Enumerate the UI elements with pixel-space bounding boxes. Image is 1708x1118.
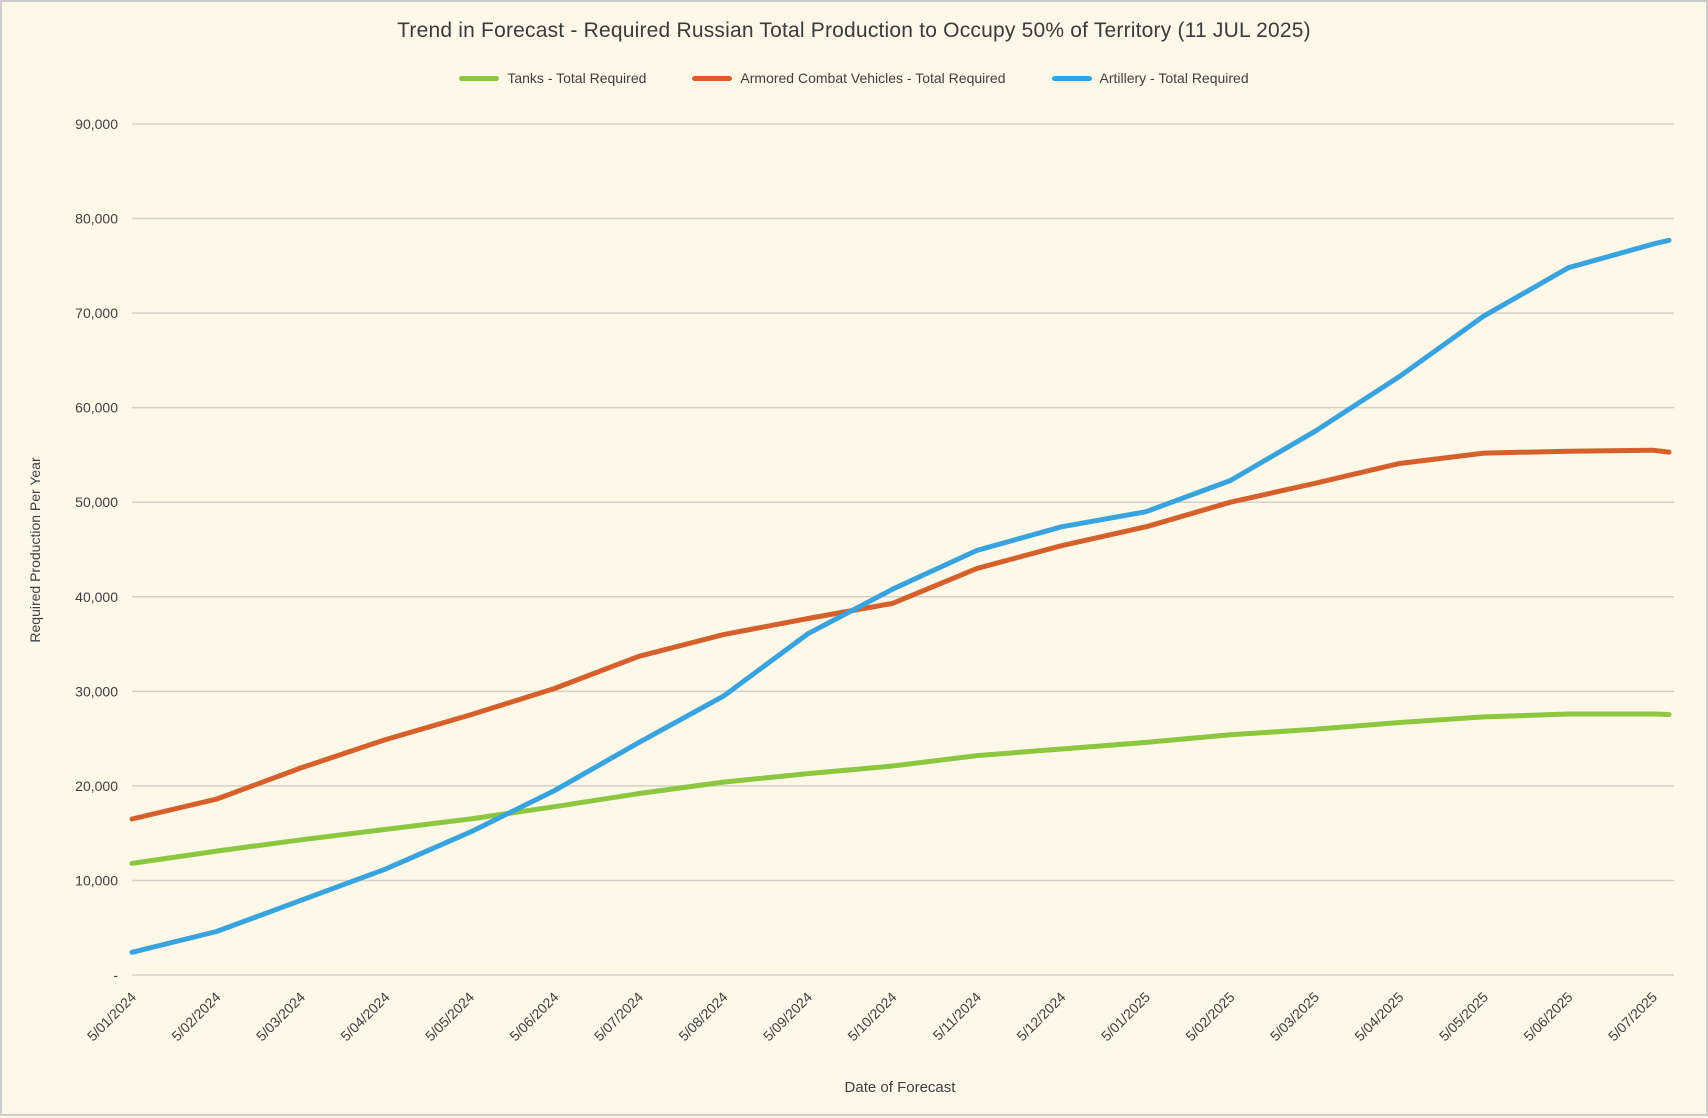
series-line-0 [129,711,1672,866]
legend-label-artillery: Artillery - Total Required [1099,70,1249,86]
legend-label-tanks: Tanks - Total Required [507,70,647,86]
x-tick-label: 5/01/2025 [1098,989,1154,1045]
artillery-series-swatch [1051,75,1092,81]
x-tick-label: 5/02/2025 [1182,989,1238,1045]
tanks-series-swatch [459,75,500,81]
x-tick-label: 5/07/2025 [1605,989,1661,1045]
series-line-2 [129,237,1672,955]
x-tick-label: 5/11/2024 [929,989,984,1044]
x-tick-label: 5/03/2025 [1267,989,1323,1045]
x-tick-label: 5/07/2024 [591,989,647,1045]
x-tick-label: 5/03/2024 [253,989,309,1045]
legend-label-armored-combat-vehicles: Armored Combat Vehicles - Total Required [740,70,1006,86]
y-tick-label: 60,000 [75,400,118,416]
x-tick-label: 5/02/2024 [168,989,224,1045]
y-tick-label: 80,000 [75,211,118,227]
y-axis-title: Required Production Per Year [27,457,43,643]
x-tick-label: 5/10/2024 [844,989,900,1045]
y-tick-label: 10,000 [75,872,118,888]
armored-combat-vehicles-series-swatch [692,75,733,81]
chart-legend: Tanks - Total Required Armored Combat Ve… [2,70,1706,86]
x-tick-label: 5/05/2024 [422,989,478,1045]
x-tick-label: 5/04/2024 [337,989,393,1045]
y-tick-label: 50,000 [75,494,118,510]
x-tick-label: 5/05/2025 [1436,989,1492,1045]
y-tick-label: 30,000 [75,683,118,699]
chart-title: Trend in Forecast - Required Russian Tot… [397,19,1311,42]
y-tick-label: 40,000 [75,589,118,605]
x-tick-label: 5/08/2024 [675,989,731,1045]
x-tick-label: 5/01/2024 [84,989,140,1045]
x-tick-label: 5/04/2025 [1351,989,1407,1045]
x-tick-label: 5/12/2024 [1013,989,1069,1045]
y-tick-label: 70,000 [75,305,118,321]
legend-item-armored-combat-vehicles: Armored Combat Vehicles - Total Required [692,70,1006,86]
legend-item-tanks: Tanks - Total Required [459,70,646,86]
x-axis-title: Date of Forecast [845,1079,957,1096]
series-line-1 [129,447,1672,822]
y-tick-label: - [113,967,118,983]
x-tick-label: 5/06/2024 [506,989,562,1045]
x-tick-label: 5/09/2024 [760,989,816,1045]
x-tick-label: 5/06/2025 [1520,989,1576,1045]
y-tick-label: 20,000 [75,778,118,794]
legend-item-artillery: Artillery - Total Required [1051,70,1249,86]
y-tick-label: 90,000 [75,116,118,132]
